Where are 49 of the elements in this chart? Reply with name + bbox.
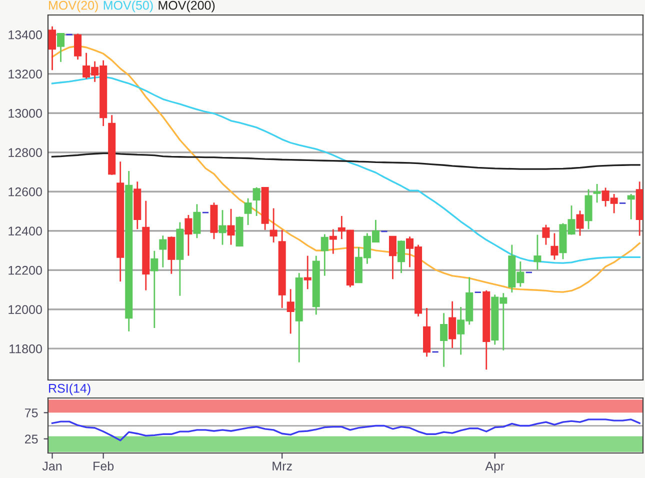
candlestick [534,234,542,270]
candlestick [576,210,584,236]
x-tick-label: Apr [485,462,504,473]
y-tick-label: 13200 [8,70,42,79]
candlestick [193,203,201,239]
text: MOV(50) [104,0,153,12]
y-tick-label: 12400 [8,226,42,236]
candlestick [320,234,328,276]
candlestick [48,26,56,71]
candlestick [286,288,294,334]
candlestick [159,234,167,268]
candlestick [448,300,456,349]
candlestick [150,250,158,329]
line-series [51,152,640,170]
y-tick-label: 25 [25,434,38,444]
line-series [51,76,640,264]
y-tick-label: 12800 [8,148,42,158]
y-tick-label: 75 [25,408,38,418]
candlestick [440,312,448,368]
candlestick [550,232,558,260]
x-tick-label: Jan [42,462,62,471]
text: MOV(200) [158,0,215,12]
x-tick-label: Mrz [272,462,292,470]
candlestick [627,193,635,220]
text: MOV(20) [49,0,98,12]
chart-title: RSI(14) [49,384,90,396]
candlestick [252,186,260,217]
candlestick [227,208,235,246]
candlestick [388,236,396,280]
x-tick-label: Feb [94,461,114,471]
candlestick [244,198,252,226]
candlestick [57,32,65,63]
y-tick-label: 13400 [8,30,42,40]
y-tick-label: 12200 [8,266,42,275]
line-series [51,418,640,442]
candlestick [542,224,550,246]
candlestick [304,255,312,290]
candlestick [593,183,601,204]
candlestick [270,208,278,244]
candlestick [74,32,82,60]
y-tick-label: 11800 [10,344,42,354]
y-tick-label: 12600 [8,187,42,196]
candlestick [218,209,226,246]
y-tick-label: 12000 [8,305,42,314]
y-tick-label: 13000 [8,108,42,118]
candlestick [329,228,337,255]
candlestick [397,240,406,274]
candlestick [168,236,176,275]
candlestick [184,214,192,256]
